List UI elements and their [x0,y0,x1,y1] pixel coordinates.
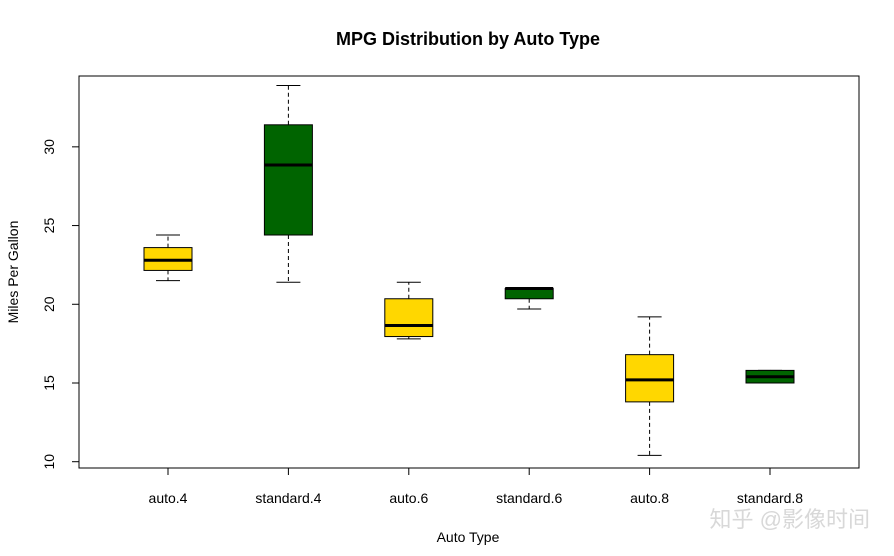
y-tick-label: 10 [41,454,57,470]
box-standard-6 [504,287,554,310]
box-standard-4 [263,84,313,283]
x-tick-label: standard.8 [737,490,803,506]
watermark-text: 知乎 @影像时间 [710,507,870,532]
box-auto-8 [625,316,675,456]
x-axis-tick-labels: auto.4 standard.4 auto.6 standard.6 auto.8 st… [149,467,803,506]
x-tick-label: auto.8 [630,490,669,506]
box-standard-8 [745,369,795,384]
x-tick-label: standard.4 [255,490,321,506]
chart-title: MPG Distribution by Auto Type [336,29,600,49]
y-axis-label: Miles Per Gallon [5,221,21,324]
box-iqr [504,288,554,300]
box-iqr [263,124,313,236]
y-axis: 10 15 20 25 30 [41,139,80,470]
y-tick-label: 20 [41,296,57,312]
box-iqr [625,354,675,403]
x-tick-label: auto.6 [389,490,428,506]
x-tick-label: auto.4 [149,490,188,506]
box-iqr [384,298,434,338]
box-auto-6 [384,281,434,340]
box-auto-4 [143,234,193,282]
y-tick-label: 15 [41,375,57,391]
y-tick-label: 25 [41,218,57,234]
x-tick-label: standard.6 [496,490,562,506]
y-tick-label: 30 [41,139,57,155]
x-axis-label: Auto Type [437,529,500,545]
boxes-group [143,84,795,456]
plot-frame [78,75,860,469]
